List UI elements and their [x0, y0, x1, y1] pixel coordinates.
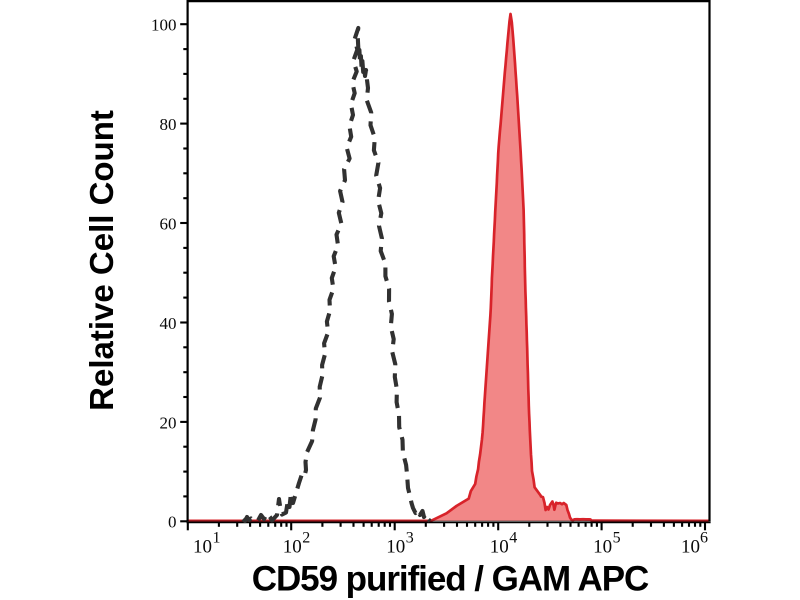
svg-text:4: 4	[509, 530, 517, 547]
svg-text:60: 60	[160, 214, 177, 233]
svg-text:2: 2	[302, 530, 310, 547]
svg-text:3: 3	[406, 530, 414, 547]
svg-text:20: 20	[160, 413, 177, 432]
svg-text:Relative Cell Count: Relative Cell Count	[83, 110, 120, 411]
svg-text:10: 10	[490, 537, 509, 558]
svg-text:10: 10	[386, 537, 405, 558]
svg-text:10: 10	[681, 537, 700, 558]
svg-text:10: 10	[283, 537, 302, 558]
svg-text:10: 10	[593, 537, 612, 558]
svg-text:1: 1	[213, 530, 221, 547]
svg-text:CD59 purified / GAM APC: CD59 purified / GAM APC	[252, 560, 649, 599]
svg-text:5: 5	[613, 530, 621, 547]
svg-text:80: 80	[160, 115, 177, 134]
svg-text:0: 0	[168, 513, 177, 532]
svg-text:10: 10	[193, 537, 212, 558]
svg-text:40: 40	[160, 314, 177, 333]
svg-text:100: 100	[151, 16, 177, 35]
svg-text:6: 6	[700, 530, 708, 547]
